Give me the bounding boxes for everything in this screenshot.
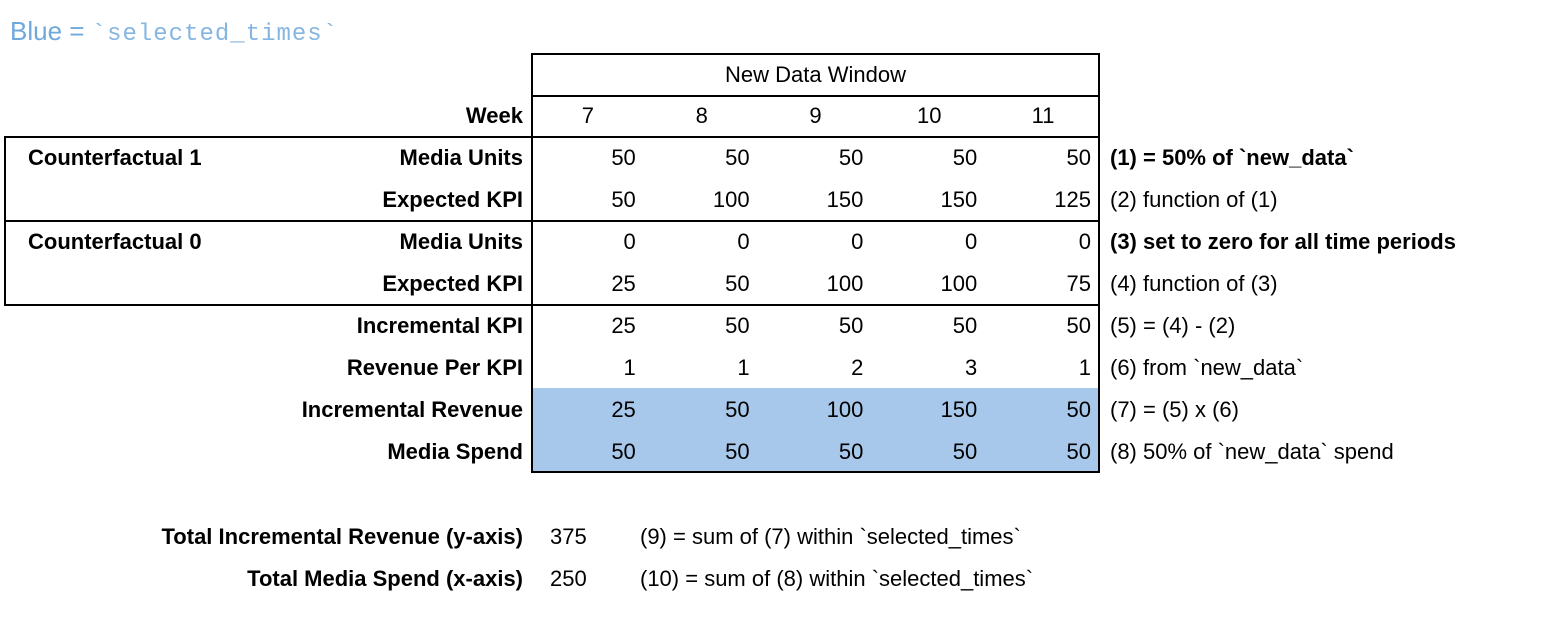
total-incremental-revenue-note: (9) = sum of (7) within `selected_times` bbox=[640, 524, 1021, 549]
row-note: (7) = (5) x (6) bbox=[1110, 397, 1239, 422]
row-values: 1 1 2 3 1 bbox=[531, 347, 1100, 389]
week-divider-line bbox=[531, 136, 1100, 138]
counterfactual-0-label: Counterfactual 0 bbox=[28, 229, 202, 254]
row-note: (2) function of (1) bbox=[1110, 187, 1278, 212]
table-cell: 25 bbox=[611, 271, 636, 296]
week-number: 7 bbox=[581, 103, 595, 128]
table-cell: 25 bbox=[611, 313, 636, 338]
row-label: Expected KPI bbox=[382, 271, 523, 296]
total-media-spend-note: (10) = sum of (8) within `selected_times… bbox=[640, 566, 1034, 591]
table-cell: 75 bbox=[1066, 271, 1091, 296]
week-number: 9 bbox=[809, 103, 822, 128]
highlight-legend: Blue = `selected_times` bbox=[10, 16, 338, 48]
row-label: Expected KPI bbox=[382, 187, 523, 212]
table-cell: 100 bbox=[826, 397, 864, 422]
table-cell: 2 bbox=[851, 355, 864, 380]
table-cell: 50 bbox=[1066, 145, 1091, 170]
row-values: 50 50 50 50 50 bbox=[531, 431, 1100, 473]
table-cell: 0 bbox=[1078, 229, 1091, 254]
table-cell: 100 bbox=[826, 271, 864, 296]
row-note: (4) function of (3) bbox=[1110, 271, 1278, 296]
table-cell: 1 bbox=[1078, 355, 1091, 380]
total-media-spend-value: 250 bbox=[550, 566, 587, 591]
total-incremental-revenue-value: 375 bbox=[550, 524, 587, 549]
table-cell: 150 bbox=[940, 187, 978, 212]
table-cell: 50 bbox=[838, 313, 864, 338]
row-label: Incremental Revenue bbox=[301, 397, 523, 422]
table-cell: 0 bbox=[964, 229, 978, 254]
table-cell: 1 bbox=[623, 355, 636, 380]
table-cell: 125 bbox=[1054, 187, 1091, 212]
table-cell: 100 bbox=[712, 187, 750, 212]
table-cell: 50 bbox=[725, 397, 750, 422]
table-cell: 50 bbox=[725, 313, 750, 338]
table-cell: 50 bbox=[952, 313, 978, 338]
row-label: Media Units bbox=[399, 229, 523, 254]
row-values: 25 50 100 100 75 bbox=[531, 263, 1100, 305]
row-values: 50 100 150 150 125 bbox=[531, 179, 1100, 221]
table-cell: 0 bbox=[851, 229, 864, 254]
row-label: Media Units bbox=[399, 145, 523, 170]
table-cell: 50 bbox=[838, 145, 864, 170]
row-note: (3) set to zero for all time periods bbox=[1110, 229, 1456, 254]
row-values: 25 50 50 50 50 bbox=[531, 305, 1100, 347]
row-label: Media Spend bbox=[387, 439, 523, 464]
table-cell: 50 bbox=[1066, 397, 1091, 422]
table-cell: 50 bbox=[725, 145, 750, 170]
table-cell: 50 bbox=[952, 439, 978, 464]
row-label: Revenue Per KPI bbox=[346, 355, 523, 380]
table-cell: 50 bbox=[611, 439, 636, 464]
row-note: (5) = (4) - (2) bbox=[1110, 313, 1236, 338]
cf1-cf0-divider-line bbox=[531, 220, 1100, 222]
new-data-window-header: New Data Window bbox=[725, 62, 906, 87]
legend-code: `selected_times` bbox=[91, 21, 339, 48]
header-divider-line bbox=[531, 95, 1100, 97]
table-cell: 1 bbox=[737, 355, 750, 380]
table-cell: 0 bbox=[737, 229, 750, 254]
row-note: (1) = 50% of `new_data` bbox=[1110, 145, 1354, 170]
row-note: (8) 50% of `new_data` spend bbox=[1110, 439, 1394, 464]
table-cell: 150 bbox=[940, 397, 978, 422]
selected-times-highlight bbox=[533, 388, 1098, 471]
table-cell: 0 bbox=[623, 229, 636, 254]
week-number: 10 bbox=[917, 103, 942, 128]
legend-label: Blue = bbox=[10, 16, 92, 46]
row-note: (6) from `new_data` bbox=[1110, 355, 1304, 380]
counterfactual-0-box bbox=[4, 220, 533, 306]
row-values: 50 50 50 50 50 bbox=[531, 137, 1100, 179]
week-number: 8 bbox=[695, 103, 708, 128]
week-label: Week bbox=[465, 103, 523, 128]
table-cell: 50 bbox=[838, 439, 864, 464]
table-cell: 50 bbox=[725, 271, 750, 296]
table-cell: 25 bbox=[611, 397, 636, 422]
week-numbers: 7 8 9 10 11 bbox=[531, 95, 1100, 136]
counterfactual-1-label: Counterfactual 1 bbox=[28, 145, 202, 170]
total-incremental-revenue-label: Total Incremental Revenue (y-axis) bbox=[161, 524, 524, 549]
table-cell: 50 bbox=[725, 439, 750, 464]
table-cell: 50 bbox=[952, 145, 978, 170]
table-cell: 50 bbox=[1066, 313, 1091, 338]
table-cell: 50 bbox=[611, 145, 636, 170]
table-cell: 150 bbox=[826, 187, 864, 212]
week-number: 11 bbox=[1031, 103, 1055, 128]
table-cell: 100 bbox=[940, 271, 978, 296]
cf0-bottom-divider-line bbox=[531, 304, 1100, 306]
table-cell: 3 bbox=[964, 355, 978, 380]
table-cell: 50 bbox=[611, 187, 636, 212]
table-cell: 50 bbox=[1066, 439, 1091, 464]
total-media-spend-label: Total Media Spend (x-axis) bbox=[247, 566, 523, 591]
row-values: 0 0 0 0 0 bbox=[531, 221, 1100, 263]
row-label: Incremental KPI bbox=[356, 313, 523, 338]
row-values: 25 50 100 150 50 bbox=[531, 389, 1100, 431]
